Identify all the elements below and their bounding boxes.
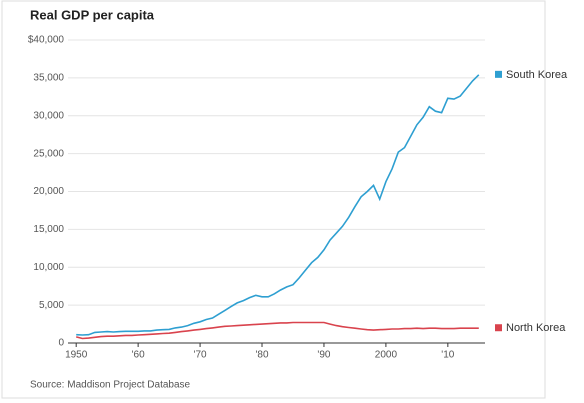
source: Source: Maddison Project Database: [30, 380, 191, 391]
legend-label: North Korea: [506, 322, 566, 334]
y-tick-label: 20,000: [33, 186, 64, 197]
legend-swatch: [495, 324, 502, 332]
x-tick-label: 2000: [375, 350, 398, 361]
legend-swatch: [495, 70, 502, 78]
y-tick-label: 30,000: [33, 110, 64, 121]
y-tick-label: $40,000: [28, 35, 65, 46]
x-tick-label: 1950: [65, 350, 88, 361]
y-tick-label: 10,000: [33, 262, 64, 273]
y-tick-label: 5,000: [39, 300, 64, 311]
x-tick-label: '10: [441, 350, 454, 361]
x-tick-label: '80: [255, 350, 268, 361]
x-tick-label: '70: [194, 350, 207, 361]
y-tick-label: 0: [58, 338, 64, 349]
frame: [1, 0, 546, 399]
y-tick-label: 35,000: [33, 73, 64, 84]
legend-label: South Korea: [506, 69, 568, 81]
x-tick-label: '60: [132, 350, 145, 361]
chart-title: Real GDP per capita: [30, 7, 155, 22]
y-tick-label: 25,000: [33, 148, 64, 159]
y-tick-label: 15,000: [33, 224, 64, 235]
x-tick-label: '90: [317, 350, 330, 361]
series-line: [76, 321, 479, 340]
series-line: [76, 74, 480, 336]
